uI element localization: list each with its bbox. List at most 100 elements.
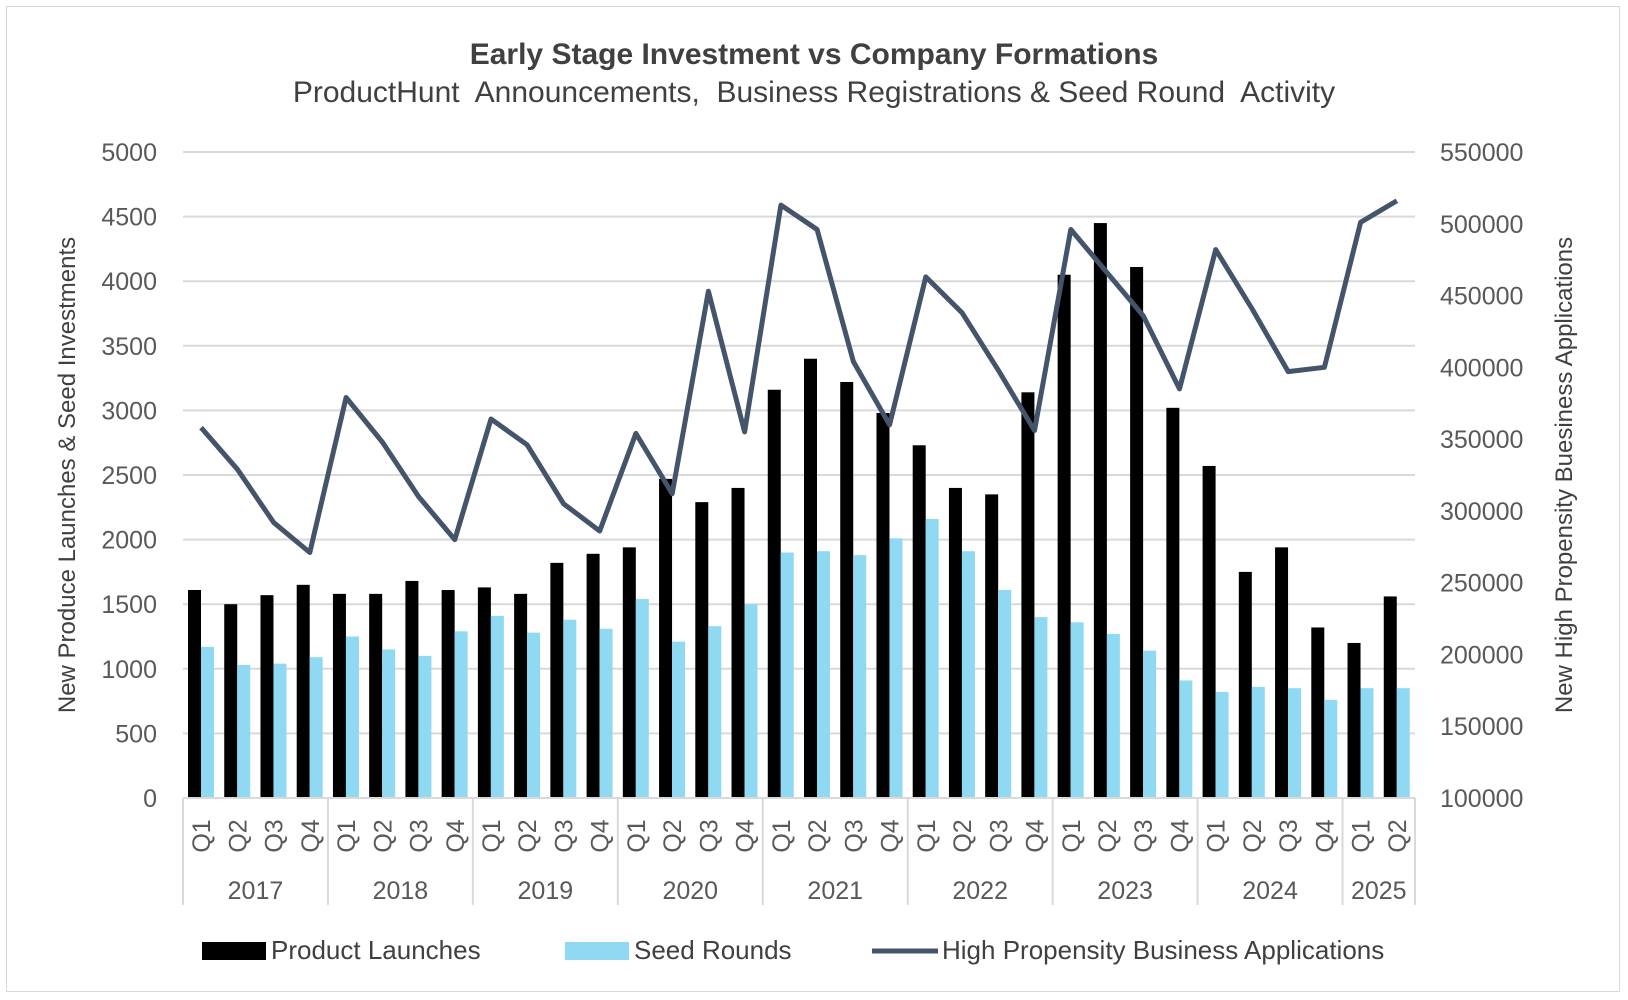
x-tick-quarter: Q2 — [659, 819, 687, 852]
y-left-tick-label: 2000 — [101, 527, 157, 555]
x-tick-year: 2021 — [807, 877, 863, 905]
bar-product-launches — [1057, 274, 1071, 798]
bar-seed-rounds — [454, 631, 468, 798]
x-tick-quarter: Q1 — [913, 819, 941, 852]
bar-product-launches — [260, 595, 274, 798]
x-tick-year: 2025 — [1351, 877, 1407, 905]
bar-seed-rounds — [853, 555, 867, 798]
line-business-applications — [199, 198, 1399, 555]
x-tick-year: 2023 — [1097, 877, 1153, 905]
legend-label-business-applications: High Propensity Business Applications — [942, 935, 1384, 965]
x-tick-quarter: Q2 — [1239, 819, 1267, 852]
y-right-tick-label: 150000 — [1440, 713, 1523, 741]
x-tick-year: 2019 — [518, 877, 574, 905]
y-left-tick-label: 5000 — [101, 139, 157, 167]
bar-seed-rounds — [563, 619, 577, 798]
x-tick-quarter: Q3 — [695, 819, 723, 852]
bar-product-launches — [296, 584, 310, 798]
bar-product-launches — [912, 445, 926, 798]
x-tick-quarter: Q4 — [1166, 819, 1194, 852]
x-tick-quarter: Q2 — [369, 819, 397, 852]
y-right-tick-label: 100000 — [1440, 785, 1523, 813]
x-tick-quarter: Q3 — [1275, 819, 1303, 852]
x-tick-quarter: Q2 — [1094, 819, 1122, 852]
chart-subtitle: ProductHunt Announcements, Business Regi… — [293, 76, 1335, 109]
x-tick-quarter: Q4 — [442, 819, 470, 852]
gridlines — [183, 151, 1415, 735]
x-tick-quarter: Q3 — [1130, 819, 1158, 852]
y-right-tick-label: 550000 — [1440, 139, 1523, 167]
series-product-launches — [188, 223, 1397, 798]
series-business-applications — [199, 198, 1399, 555]
x-tick-quarter: Q1 — [623, 819, 651, 852]
bar-seed-rounds — [599, 628, 613, 798]
bar-seed-rounds — [382, 649, 396, 798]
y-axis-left-label: New Produce Launches & Seed Investments — [54, 237, 81, 713]
y-left-tick-label: 1500 — [101, 591, 157, 619]
bar-product-launches — [1275, 547, 1289, 798]
x-tick-quarter: Q1 — [1348, 819, 1376, 852]
x-tick-quarter: Q3 — [985, 819, 1013, 852]
x-tick-quarter: Q1 — [1058, 819, 1086, 852]
bar-seed-rounds — [418, 655, 432, 798]
y-right-tick-label: 450000 — [1440, 283, 1523, 311]
bar-product-launches — [332, 593, 346, 798]
bar-seed-rounds — [780, 552, 794, 798]
x-tick-quarter: Q1 — [188, 819, 216, 852]
x-tick-year: 2018 — [373, 877, 429, 905]
bar-seed-rounds — [817, 551, 830, 798]
chart-title: Early Stage Investment vs Company Format… — [470, 38, 1159, 71]
bar-product-launches — [840, 381, 854, 798]
bar-seed-rounds — [1324, 699, 1338, 798]
bar-seed-rounds — [1215, 692, 1229, 798]
x-tick-quarter: Q1 — [1203, 819, 1231, 852]
bar-seed-rounds — [345, 636, 359, 798]
bar-seed-rounds — [1034, 617, 1048, 798]
bar-seed-rounds — [889, 538, 903, 798]
x-tick-year: 2017 — [228, 877, 284, 905]
x-tick-quarter: Q1 — [768, 819, 796, 852]
bar-product-launches — [767, 389, 781, 798]
x-tick-quarter: Q3 — [261, 819, 289, 852]
bar-product-launches — [1347, 642, 1361, 798]
bar-seed-rounds — [1360, 688, 1374, 798]
bar-seed-rounds — [1106, 633, 1120, 798]
bar-product-launches — [1238, 571, 1252, 798]
bar-seed-rounds — [635, 599, 649, 798]
x-tick-quarter: Q1 — [333, 819, 361, 852]
bar-product-launches — [1093, 223, 1107, 798]
bar-product-launches — [1021, 392, 1035, 798]
y-left-tick-label: 3000 — [101, 397, 157, 425]
y-left-tick-label: 500 — [115, 720, 157, 748]
y-left-tick-label: 4000 — [101, 268, 157, 296]
x-tick-quarter: Q3 — [840, 819, 868, 852]
bar-seed-rounds — [527, 632, 541, 798]
series-seed-rounds — [201, 518, 1410, 798]
bar-seed-rounds — [998, 589, 1012, 798]
legend-swatch-seed-rounds — [565, 942, 629, 960]
bar-product-launches — [369, 593, 383, 798]
y-axis-left-ticks: 0 500 1000 1500 2000 2500 3000 3500 4000 4500 5000 — [101, 139, 157, 813]
x-tick-quarter: Q2 — [804, 819, 832, 852]
bar-seed-rounds — [1288, 688, 1302, 798]
bar-seed-rounds — [201, 646, 214, 798]
bar-product-launches — [731, 487, 745, 798]
x-tick-quarter: Q1 — [478, 819, 506, 852]
x-tick-quarter: Q2 — [949, 819, 977, 852]
y-right-tick-label: 400000 — [1440, 354, 1523, 382]
x-tick-quarter: Q4 — [297, 819, 325, 852]
x-tick-quarter: Q4 — [1311, 819, 1339, 852]
x-tick-quarter: Q4 — [877, 819, 905, 852]
y-axis-right-label: New High Propensity Buesiness Applicatio… — [1551, 237, 1578, 713]
legend-swatch-product-launches — [202, 942, 266, 960]
bar-product-launches — [948, 487, 962, 798]
bar-product-launches — [622, 547, 636, 798]
y-right-tick-label: 300000 — [1440, 498, 1523, 526]
bar-product-launches — [804, 358, 817, 798]
bar-product-launches — [1202, 465, 1216, 798]
x-tick-year: 2020 — [662, 877, 718, 905]
legend-label-seed-rounds: Seed Rounds — [634, 935, 792, 965]
x-axis: Q1 Q2 Q3 Q4 Q1 Q2 Q3 Q4 Q1 Q2 Q3 Q4 Q1 Q2 Q3 Q4 Q1 Q2 Q3 Q4… — [182, 797, 1416, 905]
y-right-tick-label: 350000 — [1440, 426, 1523, 454]
